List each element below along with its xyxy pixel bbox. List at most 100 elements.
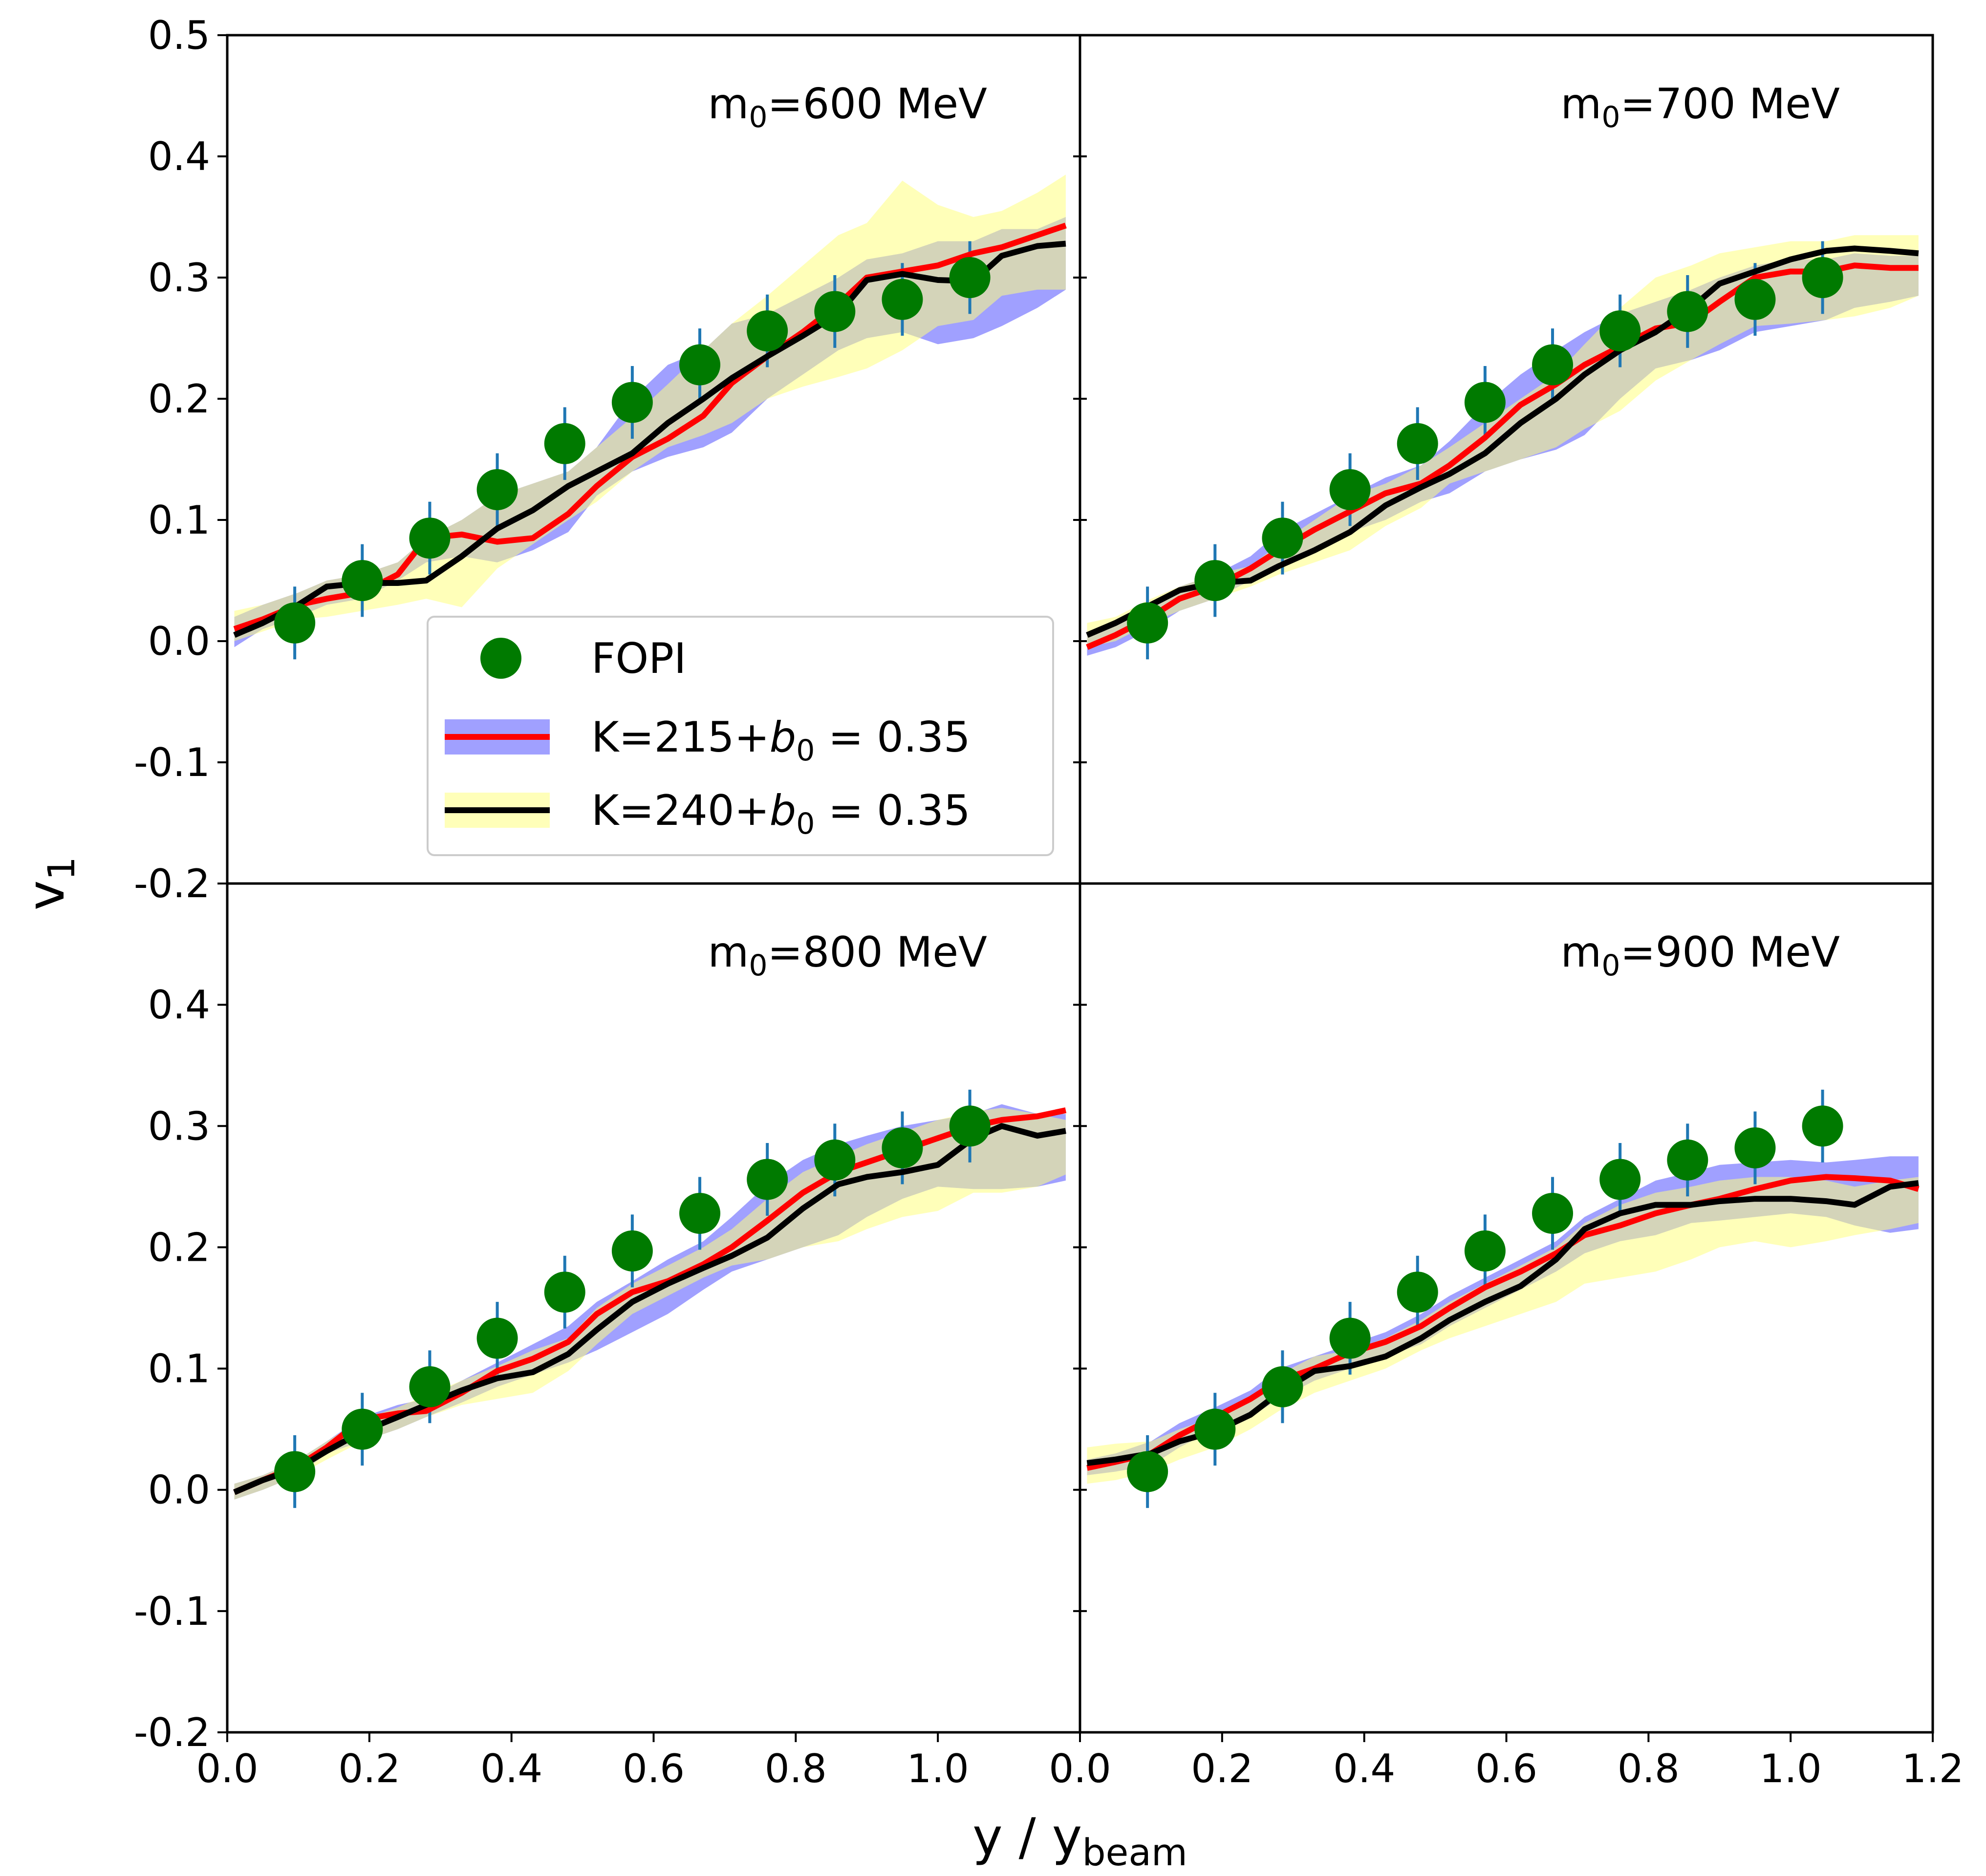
fopi-point [409, 518, 451, 559]
x-axis-label: y / ybeam [972, 1807, 1187, 1874]
legend-label: K=215+b0 = 0.35 [591, 713, 971, 768]
fopi-point [1397, 423, 1438, 464]
x-tick-label: 0.2 [338, 1746, 400, 1791]
fopi-point [1599, 310, 1641, 352]
panel-title-m: m [1561, 80, 1602, 129]
legend-label-tail: = 0.35 [815, 713, 970, 762]
fopi-point [747, 310, 788, 352]
fopi-point [1599, 1159, 1641, 1200]
panel-title: m0=900 MeV [1561, 928, 1840, 983]
y-tick-label: -0.1 [134, 740, 210, 785]
fopi-point [476, 469, 518, 510]
fopi-point [342, 560, 383, 601]
plot-area [1086, 1089, 1920, 1508]
y-tick-label: -0.2 [134, 861, 210, 906]
panel-title-sub: 0 [1601, 100, 1620, 134]
y-tick-label: 0.0 [148, 619, 210, 664]
legend-label-math-sub: 0 [796, 733, 815, 768]
fopi-point [476, 1317, 518, 1359]
x-tick-label: 0.6 [1475, 1746, 1537, 1791]
x-tick-label: 0.8 [765, 1746, 827, 1791]
y-tick-label: 0.2 [148, 376, 210, 422]
x-tick-label: 0.0 [1049, 1746, 1111, 1791]
fopi-point [882, 1127, 923, 1168]
fopi-point [1464, 382, 1506, 423]
fopi-point [1262, 518, 1303, 559]
legend-fopi-marker [480, 638, 521, 679]
x-axis-label-sub: beam [1082, 1831, 1187, 1874]
fopi-point [1532, 344, 1574, 386]
y-tick-label: 0.0 [148, 1467, 210, 1513]
panel-2: m0=700 MeV [1080, 34, 1919, 884]
y-tick-label: 0.3 [148, 255, 210, 301]
x-tick-label: 0.8 [1618, 1746, 1680, 1791]
fopi-point [611, 382, 653, 423]
x-tick-label: 0.4 [480, 1746, 542, 1791]
fopi-point [611, 1230, 653, 1272]
panel-title-m: m [708, 80, 749, 129]
x-tick-label: 0.6 [623, 1746, 685, 1791]
panel-title-tail: =800 MeV [768, 928, 988, 977]
fopi-point [274, 1451, 316, 1492]
fopi-point [1194, 1408, 1236, 1450]
band-k240 [1087, 1177, 1919, 1484]
legend-label: FOPI [591, 634, 686, 683]
x-tick-label: 1.0 [1760, 1746, 1822, 1791]
panel-title: m0=700 MeV [1561, 80, 1840, 134]
fopi-point [882, 279, 923, 320]
panel-title-m: m [1561, 928, 1602, 977]
legend-label-math: b [770, 713, 797, 762]
fopi-point [1262, 1366, 1303, 1407]
x-tick-label: 0.2 [1191, 1746, 1253, 1791]
panel-title: m0=800 MeV [708, 928, 988, 983]
panel-title-sub: 0 [749, 949, 767, 983]
plot-area [233, 1089, 1067, 1508]
x-tick-label: 0.4 [1333, 1746, 1395, 1791]
panel-title-sub: 0 [1601, 949, 1620, 983]
fopi-point [1397, 1272, 1438, 1313]
fopi-point [1127, 602, 1168, 644]
fopi-point [1464, 1230, 1506, 1272]
panel-1: -0.2-0.10.00.10.20.30.40.5m0=600 MeV [134, 13, 1080, 906]
legend-label-main: K=215+ [591, 713, 770, 762]
fopi-point [1532, 1192, 1574, 1234]
panels: -0.2-0.10.00.10.20.30.40.5m0=600 MeV m0=7… [134, 13, 1964, 1791]
fopi-point [1329, 469, 1371, 510]
x-tick-label: 0.0 [196, 1746, 258, 1791]
legend-label-main: K=240+ [591, 786, 770, 835]
legend-label-math: b [770, 786, 797, 835]
plot-area [233, 174, 1067, 660]
fopi-point [814, 1139, 856, 1181]
y-axis-label-main: v [16, 880, 76, 910]
fopi-point [1329, 1317, 1371, 1359]
panel-4: 0.0 0.2 0.4 0.6 0.8 1.0 1.2 m0=900 MeV [1049, 883, 1964, 1791]
fopi-point [1734, 279, 1776, 320]
y-tick-label: 0.3 [148, 1103, 210, 1149]
fopi-point [274, 602, 316, 644]
y-tick-label: 0.5 [148, 13, 210, 58]
panel-3: -0.2 -0.1 0.0 0.1 0.2 0.3 0.4 0.0 0.2 0.4 0.6 0.8 1.… [134, 883, 1111, 1791]
y-tick-label: -0.1 [134, 1589, 210, 1634]
fopi-point [409, 1366, 451, 1407]
fopi-point [1734, 1127, 1776, 1168]
outer-frame [226, 34, 1934, 1734]
fopi-point [814, 291, 856, 332]
fopi-point [949, 257, 991, 298]
fopi-point [544, 423, 585, 464]
legend-label-tail: = 0.35 [815, 786, 970, 835]
x-tick-label: 0.0 [1049, 1746, 1111, 1791]
legend-box [427, 616, 1054, 856]
legend-label-main: FOPI [591, 634, 686, 683]
panel-title-tail: =600 MeV [768, 80, 988, 129]
x-tick-label: 1.0 [907, 1746, 969, 1791]
x-axis-label-main: y / y [972, 1807, 1082, 1867]
y-tick-label: 0.1 [148, 1346, 210, 1392]
fopi-point [949, 1105, 991, 1147]
y-tick-label: 0.2 [148, 1225, 210, 1270]
y-axis-label-sub: 1 [40, 857, 83, 880]
fopi-point [1194, 560, 1236, 601]
fopi-point [1667, 1139, 1708, 1181]
panel-title-sub: 0 [749, 100, 767, 134]
panel-title-tail: =700 MeV [1620, 80, 1840, 129]
